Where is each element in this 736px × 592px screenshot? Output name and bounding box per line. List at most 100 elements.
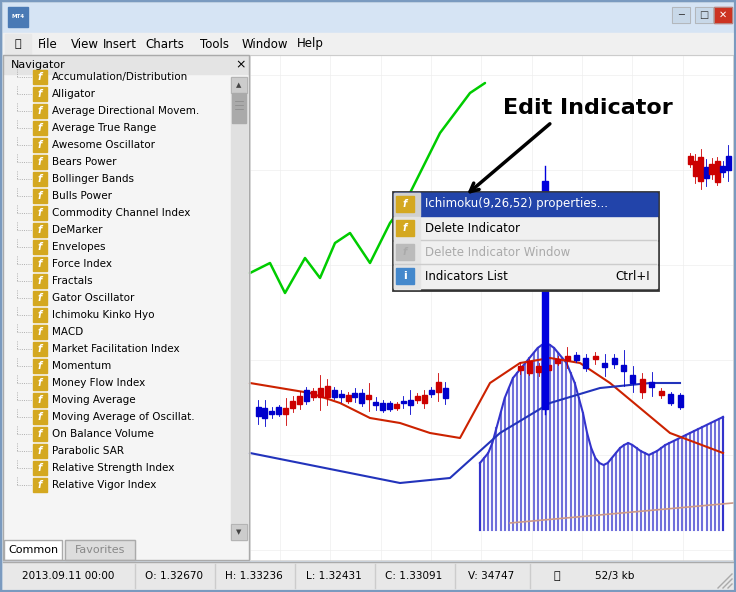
Text: Bears Power: Bears Power [52, 157, 116, 167]
Bar [373, 402, 378, 405]
Bar [353, 393, 358, 397]
Bar [612, 358, 617, 364]
Bar [394, 241, 657, 264]
Bar [33, 87, 47, 101]
Bar [33, 410, 47, 424]
Bar [33, 274, 47, 288]
Text: Indicators List: Indicators List [425, 269, 508, 282]
Bar [290, 401, 295, 408]
Text: Window: Window [241, 37, 289, 50]
Text: Tools: Tools [200, 37, 230, 50]
Text: Ichimoku Kinko Hyo: Ichimoku Kinko Hyo [52, 310, 155, 320]
Bar [231, 77, 247, 93]
Bar [394, 217, 657, 240]
Bar [381, 403, 385, 410]
Text: C: 1.33091: C: 1.33091 [386, 571, 442, 581]
Bar [565, 356, 570, 360]
Text: f: f [38, 327, 42, 337]
Text: Accumulation/Distribution: Accumulation/Distribution [52, 72, 188, 82]
Text: Momentum: Momentum [52, 361, 111, 371]
Bar [33, 291, 47, 305]
Text: Moving Average of Oscillat.: Moving Average of Oscillat. [52, 412, 194, 422]
Text: DeMarker: DeMarker [52, 225, 102, 235]
Bar [394, 241, 420, 264]
Bar [33, 104, 47, 118]
Bar [33, 223, 47, 237]
Bar [33, 342, 47, 356]
Bar [394, 265, 420, 288]
Bar [250, 55, 733, 560]
Bar [387, 403, 392, 409]
Bar [672, 7, 690, 23]
Bar [4, 540, 62, 560]
Text: f: f [38, 310, 42, 320]
Bar [401, 401, 406, 403]
Text: Favorites: Favorites [75, 545, 125, 555]
Bar [339, 394, 344, 397]
Bar [527, 361, 532, 373]
Bar [726, 156, 731, 169]
Bar [33, 444, 47, 458]
Text: f: f [38, 89, 42, 99]
Bar [33, 189, 47, 203]
Text: f: f [38, 463, 42, 473]
Text: Awesome Oscillator: Awesome Oscillator [52, 140, 155, 150]
Bar [555, 359, 560, 363]
Bar [714, 7, 732, 23]
Bar [393, 192, 658, 290]
Bar [33, 393, 47, 407]
Bar [65, 540, 135, 560]
Bar [4, 540, 62, 560]
Bar [3, 33, 733, 55]
Bar [649, 382, 654, 387]
Bar [231, 77, 247, 93]
Bar [263, 408, 267, 419]
Bar [695, 7, 713, 23]
Bar [394, 193, 657, 216]
Bar [687, 156, 693, 163]
Text: □: □ [699, 10, 709, 20]
Bar [33, 138, 47, 152]
Text: Common: Common [8, 545, 58, 555]
Text: View: View [71, 37, 99, 50]
Text: f: f [38, 446, 42, 456]
Text: f: f [38, 429, 42, 439]
Bar [659, 391, 664, 395]
Bar [33, 70, 47, 84]
Bar [436, 382, 441, 392]
Text: Ctrl+I: Ctrl+I [615, 269, 650, 282]
Text: Bulls Power: Bulls Power [52, 191, 112, 201]
Bar [4, 56, 248, 74]
Text: f: f [38, 276, 42, 286]
Bar [231, 524, 247, 540]
Bar [231, 524, 247, 540]
Text: f: f [38, 157, 42, 167]
Bar [5, 34, 31, 54]
Bar [396, 268, 414, 284]
Bar [359, 392, 364, 403]
Bar [33, 308, 47, 322]
Bar [33, 325, 47, 339]
Bar [367, 395, 372, 399]
Bar [517, 366, 523, 370]
Bar [276, 407, 281, 414]
Bar [269, 411, 275, 414]
Bar [672, 7, 690, 23]
Text: Moving Average: Moving Average [52, 395, 135, 405]
Bar [396, 220, 414, 236]
Text: Help: Help [297, 37, 323, 50]
Bar [33, 257, 47, 271]
Bar [537, 366, 541, 372]
Bar [33, 427, 47, 441]
Bar [574, 355, 579, 359]
Text: f: f [38, 72, 42, 82]
Bar [345, 394, 350, 401]
Text: i: i [403, 271, 407, 281]
Text: f: f [38, 378, 42, 388]
Text: f: f [38, 174, 42, 184]
Bar [428, 390, 434, 394]
Bar [33, 206, 47, 220]
Bar [542, 181, 548, 408]
Bar [33, 376, 47, 390]
Text: Relative Vigor Index: Relative Vigor Index [52, 480, 156, 490]
